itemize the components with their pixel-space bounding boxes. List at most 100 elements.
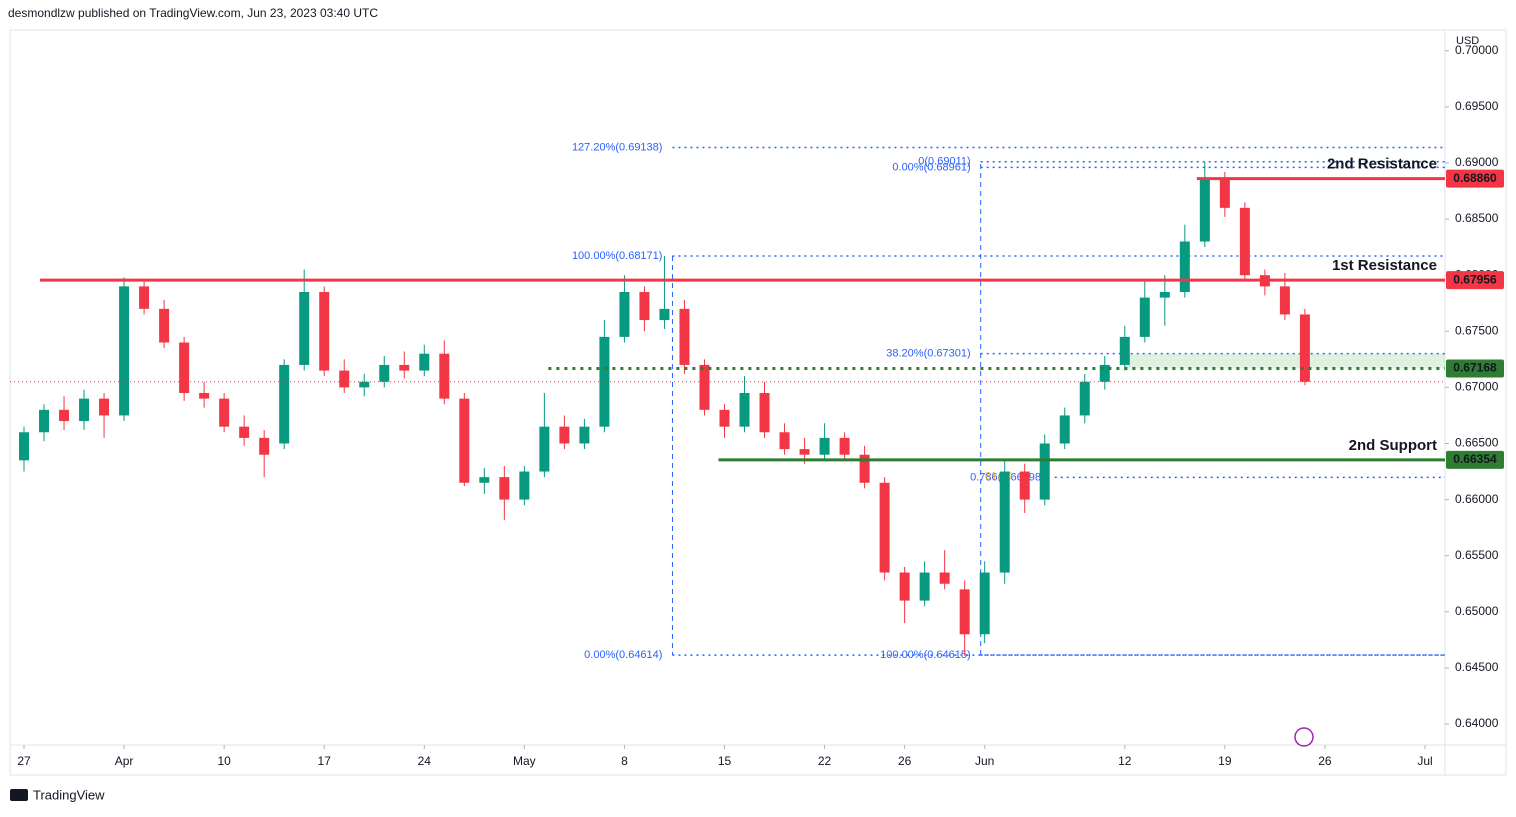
candle-body xyxy=(999,471,1010,573)
candle-body xyxy=(919,572,930,601)
y-tick-label: 0.69500 xyxy=(1455,99,1499,113)
candle-body xyxy=(239,426,250,438)
candle-body xyxy=(59,409,70,422)
candle-body xyxy=(459,398,470,483)
x-tick-label: 15 xyxy=(718,754,732,768)
price-badge-label: 0.68860 xyxy=(1453,171,1497,185)
y-tick-label: 0.67000 xyxy=(1455,380,1499,394)
candle-body xyxy=(679,308,690,365)
brand: TradingView xyxy=(33,787,105,802)
x-tick-label: 17 xyxy=(318,754,332,768)
candle-body xyxy=(299,292,310,365)
price-badge xyxy=(1446,271,1504,290)
candle-body xyxy=(799,449,810,455)
y-tick-label: 0.65000 xyxy=(1455,604,1499,618)
candle-body xyxy=(319,292,330,371)
x-tick-label: 27 xyxy=(17,754,31,768)
candle-body xyxy=(1159,292,1170,298)
candle-body xyxy=(419,353,430,371)
candle-body xyxy=(1079,381,1090,416)
candle-body xyxy=(1119,336,1130,365)
x-tick-label: May xyxy=(513,754,536,768)
fib-label: 100.00%(0.68171) xyxy=(572,250,663,262)
candle-body xyxy=(1219,179,1230,208)
candle-body xyxy=(1039,443,1050,500)
x-tick-label: 12 xyxy=(1118,754,1132,768)
candle-body xyxy=(899,572,910,601)
candle-body xyxy=(539,426,550,472)
candle-body xyxy=(959,589,970,635)
header: desmondlzw published on TradingView.com,… xyxy=(8,6,378,20)
x-tick-label: Jun xyxy=(975,754,994,768)
candle-body xyxy=(519,471,530,500)
candle-body xyxy=(1299,314,1310,382)
y-tick-label: 0.65500 xyxy=(1455,548,1499,562)
y-tick-label: 0.69000 xyxy=(1455,155,1499,169)
chart-frame xyxy=(9,29,1507,776)
currency: USD xyxy=(1456,35,1479,47)
candle-body xyxy=(579,426,590,444)
x-tick-label: 26 xyxy=(1318,754,1332,768)
candle-body xyxy=(19,432,30,461)
candle-body xyxy=(479,477,490,483)
candle-body xyxy=(719,409,730,427)
fib-label: 0.00%(0.68961) xyxy=(892,161,970,173)
candle-body xyxy=(1059,415,1070,444)
x-tick-label: 26 xyxy=(898,754,912,768)
candle-body xyxy=(39,409,50,433)
candle-body xyxy=(819,437,830,455)
candle-body xyxy=(439,353,450,399)
candle-body xyxy=(599,336,610,427)
y-tick-label: 0.66000 xyxy=(1455,492,1499,506)
candle-body xyxy=(159,308,170,343)
candle-body xyxy=(119,286,130,416)
candle-body xyxy=(739,392,750,427)
candle-body xyxy=(639,292,650,321)
candle-body xyxy=(279,364,290,444)
candle-body xyxy=(79,398,90,422)
candle-body xyxy=(699,364,710,410)
y-tick-label: 0.64500 xyxy=(1455,660,1499,674)
x-tick-label: 10 xyxy=(217,754,231,768)
candle-body xyxy=(1199,179,1210,242)
candle-body xyxy=(1019,471,1030,500)
level-name: 1st Resistance xyxy=(1332,257,1437,274)
candle-body xyxy=(759,392,770,433)
candle-body xyxy=(359,381,370,388)
lightning-icon[interactable] xyxy=(1294,727,1314,747)
x-tick-label: Jul xyxy=(1417,754,1432,768)
fib-label: 0(0.69011) xyxy=(918,156,970,168)
candle-body xyxy=(619,292,630,337)
fib-label: 127.20%(0.69138) xyxy=(572,141,663,153)
candle-body xyxy=(259,437,270,455)
candle-body xyxy=(499,477,510,500)
level-name: 2nd Resistance xyxy=(1327,156,1437,173)
x-tick-label: 19 xyxy=(1218,754,1232,768)
y-tick-label: 0.70000 xyxy=(1455,43,1499,57)
candle-body xyxy=(1139,297,1150,337)
fib-label: 38.20%(0.67301) xyxy=(886,348,970,360)
candle-body xyxy=(939,572,950,584)
y-tick-label: 0.64000 xyxy=(1455,716,1499,730)
y-tick-label: 0.68500 xyxy=(1455,211,1499,225)
candle-body xyxy=(879,482,890,573)
candle-body xyxy=(399,364,410,371)
price-badge xyxy=(1446,450,1504,469)
candle-body xyxy=(99,398,110,416)
y-tick-label: 0.67500 xyxy=(1455,323,1499,337)
candle-body xyxy=(179,342,190,393)
x-tick-label: 8 xyxy=(621,754,628,768)
level-name: 2nd Support xyxy=(1349,437,1437,454)
logo xyxy=(10,789,28,801)
candle-body xyxy=(859,454,870,483)
price-badge-label: 0.66354 xyxy=(1453,452,1497,466)
candle-body xyxy=(339,370,350,388)
candle-body xyxy=(139,286,150,309)
candle-body xyxy=(839,437,850,455)
candle-body xyxy=(379,364,390,382)
fib-label: 100.00%(0.64615) xyxy=(880,649,971,661)
x-tick-label: Apr xyxy=(115,754,134,768)
price-badge xyxy=(1446,359,1504,378)
